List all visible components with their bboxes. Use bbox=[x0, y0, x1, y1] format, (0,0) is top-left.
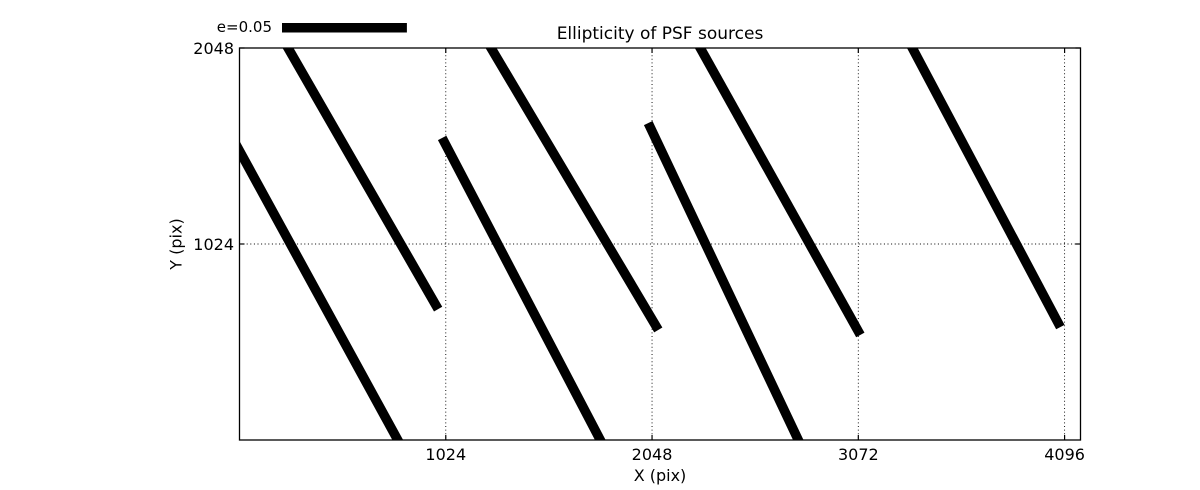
x-tick-label-4096: 4096 bbox=[1044, 445, 1085, 464]
ellipticity-whisker-3 bbox=[485, 48, 663, 333]
legend-scale-bar bbox=[282, 23, 407, 33]
ellipticity-whisker-2 bbox=[437, 135, 606, 440]
legend-label: e=0.05 bbox=[216, 18, 272, 36]
x-tick-label-2048: 2048 bbox=[631, 445, 673, 464]
x-tick-label-3072: 3072 bbox=[837, 445, 879, 464]
ellipticity-whisker-6 bbox=[906, 48, 1065, 330]
ellipticity-whisker-5 bbox=[694, 48, 865, 338]
whisker-group bbox=[239, 48, 1065, 440]
x-axis-label: X (pix) bbox=[633, 466, 687, 485]
x-tick-label-1024: 1024 bbox=[425, 445, 467, 464]
ellipticity-whisker-1 bbox=[282, 48, 443, 312]
chart-title: Ellipticity of PSF sources bbox=[556, 24, 764, 44]
ellipticity-whisker-0 bbox=[239, 140, 404, 440]
y-tick-label-1024: 1024 bbox=[193, 235, 234, 254]
ellipticity-whisker-4 bbox=[643, 120, 804, 440]
y-tick-label-2048: 2048 bbox=[193, 39, 234, 58]
